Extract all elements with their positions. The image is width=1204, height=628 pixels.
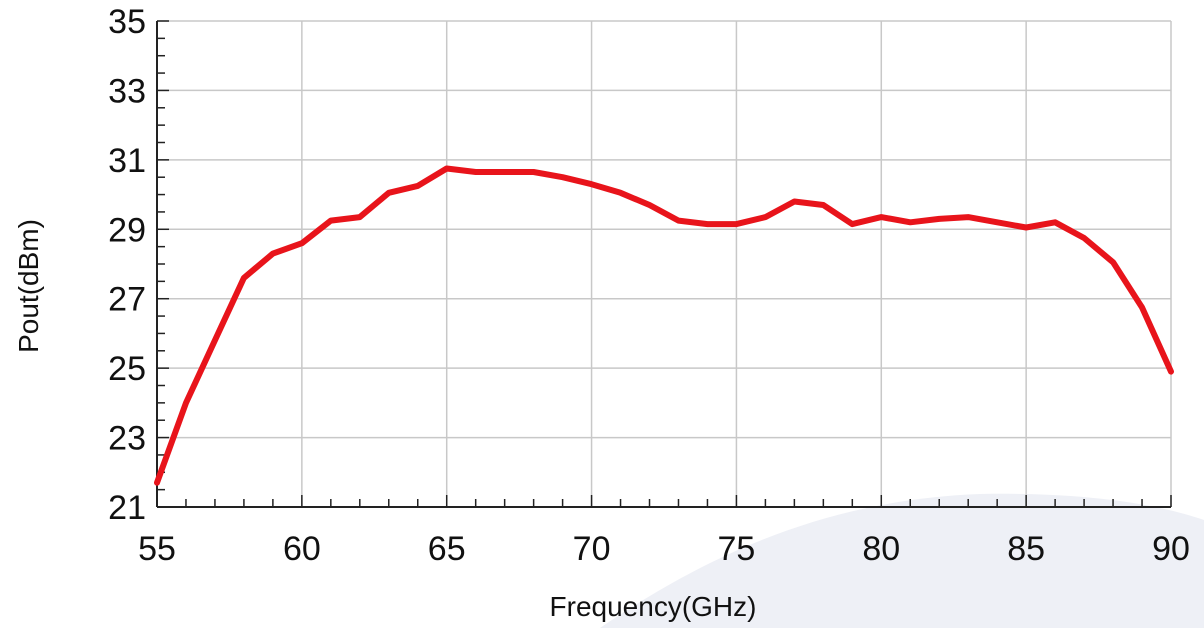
series-line <box>154 165 1174 486</box>
y-tick-label: 33 <box>108 72 146 110</box>
y-tick-label: 23 <box>108 420 146 458</box>
x-tick-label: 80 <box>862 530 900 568</box>
y-tick-label: 29 <box>108 211 146 249</box>
x-tick-label: 65 <box>428 530 466 568</box>
x-tick-label: 75 <box>718 530 756 568</box>
y-axis-title: Pout(dBm) <box>13 219 44 353</box>
y-tick-label: 21 <box>108 489 146 527</box>
minor-ticks <box>156 20 1172 508</box>
background-shape <box>600 493 1204 628</box>
y-tick-label: 35 <box>108 3 146 41</box>
y-tick-label: 27 <box>108 281 146 319</box>
x-tick-label: 85 <box>1007 530 1045 568</box>
y-tick-label: 31 <box>108 142 146 180</box>
grid <box>156 20 1172 508</box>
x-tick-label: 55 <box>138 530 176 568</box>
x-tick-label: 90 <box>1152 530 1190 568</box>
x-tick-label: 60 <box>283 530 321 568</box>
series-line-group <box>154 165 1174 486</box>
x-axis-title: Frequency(GHz) <box>550 591 757 622</box>
y-tick-label: 25 <box>108 350 146 388</box>
x-tick-label: 70 <box>573 530 611 568</box>
y-tick-labels: 21 23 25 27 29 31 33 35 <box>108 3 146 527</box>
x-tick-labels: 55 60 65 70 75 80 85 90 <box>138 530 1190 568</box>
axes <box>156 21 1171 508</box>
